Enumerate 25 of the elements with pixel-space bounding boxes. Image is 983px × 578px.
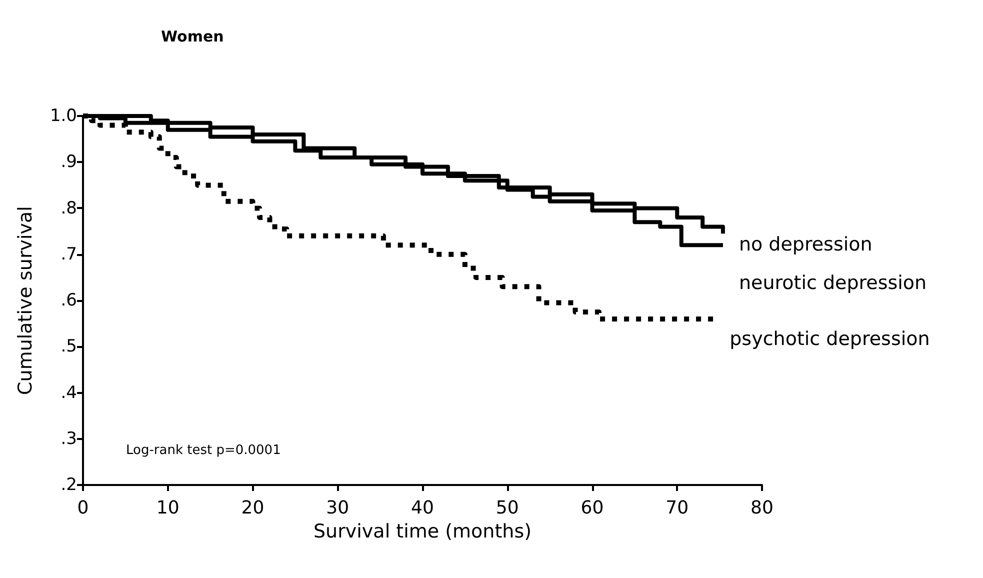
series-label: neurotic depression — [738, 272, 927, 294]
y-tick-label: .7 — [60, 244, 77, 264]
y-tick-label: .4 — [60, 382, 77, 403]
series-label: no depression — [738, 234, 872, 256]
x-tick-label: 10 — [156, 498, 180, 518]
y-tick-label: .5 — [60, 336, 77, 357]
x-tick-label: 20 — [241, 498, 264, 518]
x-tick-label: 70 — [666, 498, 689, 518]
y-tick-label: .8 — [60, 198, 77, 218]
x-axis-title: Survival time (months) — [314, 520, 532, 542]
x-tick-label: 50 — [496, 498, 519, 518]
annotation: Log-rank test p=0.0001 — [126, 443, 281, 458]
y-tick-label: 1.0 — [50, 106, 77, 126]
y-tick-label: .2 — [60, 475, 77, 495]
x-tick-label: 30 — [326, 498, 350, 518]
series-label: psychotic depression — [730, 328, 930, 350]
y-axis-title: Cumulative survival — [14, 206, 36, 395]
y-tick-label: .9 — [60, 152, 77, 172]
x-tick-label: 60 — [580, 498, 604, 518]
x-tick-label: 40 — [411, 498, 434, 518]
chart-title: Women — [161, 28, 224, 46]
y-tick-label: .3 — [60, 428, 77, 449]
x-tick-label: 80 — [750, 498, 774, 518]
y-tick-label: .6 — [60, 290, 77, 310]
x-tick-label: 0 — [77, 498, 89, 518]
